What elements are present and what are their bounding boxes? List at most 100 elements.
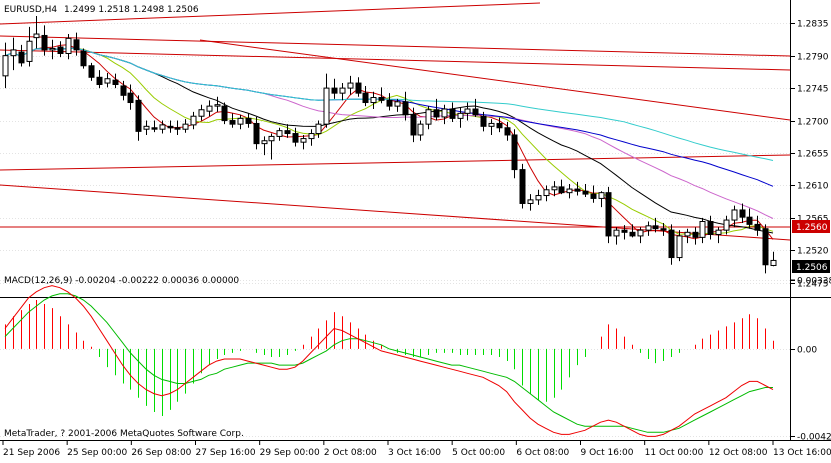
- candle-bull: [159, 124, 166, 130]
- candle-bull: [268, 135, 275, 142]
- candle-bear: [605, 192, 612, 237]
- candle-bear: [402, 101, 409, 116]
- macd-axis-label: -0.00428: [797, 433, 831, 443]
- trendline-diagonal[interactable]: [199, 39, 791, 121]
- candle-bear: [746, 216, 753, 225]
- candle-bull: [543, 189, 550, 197]
- candle-bull: [676, 235, 683, 259]
- macd-axis-label: 0.00338: [797, 277, 831, 287]
- candle-bull: [276, 130, 283, 137]
- candle-bull: [464, 108, 471, 114]
- time-axis-label: 9 Oct 16:00: [581, 448, 634, 458]
- candle-bear: [57, 46, 64, 54]
- candle-bear: [174, 127, 181, 130]
- candle-bull: [613, 229, 620, 237]
- candle-bull: [699, 221, 706, 238]
- candle-bull: [206, 105, 213, 112]
- macd-histogram: [5, 299, 774, 417]
- candle-bear: [660, 228, 667, 231]
- macd-lines: [4, 285, 774, 437]
- price-axis-label: 1.2520: [797, 247, 829, 257]
- candle-bull: [731, 209, 738, 221]
- candle-bear: [135, 99, 142, 132]
- time-axis-label: 21 Sep 2006: [3, 448, 60, 458]
- candle-bull: [488, 122, 495, 127]
- candle-bear: [73, 39, 80, 51]
- trendline-upper-2[interactable]: [0, 49, 791, 71]
- price-axis-label: 1.2565: [797, 215, 829, 225]
- candle-bear: [762, 228, 769, 266]
- candle-bull: [26, 40, 33, 62]
- time-axis-label: 3 Oct 16:00: [388, 448, 441, 458]
- candle-bear: [519, 169, 526, 204]
- candle-bull: [315, 123, 322, 135]
- candle-bear: [127, 92, 134, 104]
- candle-bear: [621, 229, 628, 233]
- candle-bear: [284, 130, 291, 135]
- time-axis-label: 26 Sep 08:00: [131, 448, 191, 458]
- candle-bear: [229, 120, 236, 125]
- candle-bull: [527, 199, 534, 204]
- trendline-upper-1[interactable]: [0, 35, 791, 57]
- macd-main-line: [4, 285, 774, 437]
- candle-bear: [410, 114, 417, 136]
- candle-bull: [237, 117, 244, 125]
- price-axis-label: 1.2655: [797, 150, 829, 160]
- candle-bull: [457, 112, 464, 119]
- candle-bull: [347, 82, 354, 89]
- candle-bull: [2, 55, 9, 77]
- candle-bear: [574, 188, 581, 192]
- candle-bull: [49, 47, 56, 51]
- time-axis-label: 11 Oct 00:00: [645, 448, 704, 458]
- time-axis-label: 12 Oct 08:00: [709, 448, 768, 458]
- candle-bear: [120, 85, 127, 96]
- candle-bull: [214, 104, 221, 107]
- candle-bull: [535, 195, 542, 201]
- candle-bull: [182, 123, 189, 130]
- candle-bull: [598, 192, 605, 199]
- macd-label: MACD(12,26,9) -0.00204 -0.00222 0.00036 …: [4, 276, 239, 286]
- candle-bear: [590, 193, 597, 199]
- trendline-top[interactable]: [0, 2, 541, 25]
- candle-bear: [221, 105, 228, 122]
- candle-bear: [355, 82, 362, 94]
- symbol-header: EURUSD,H4: [4, 5, 57, 15]
- macd-axis-label: 0.00: [797, 346, 817, 356]
- candle-bear: [88, 65, 95, 78]
- candle-bull: [637, 229, 644, 237]
- time-axis-label: 5 Oct 00:00: [452, 448, 505, 458]
- time-axis-label: 13 Oct 16:00: [773, 448, 831, 458]
- candle-bear: [739, 209, 746, 218]
- candle-bear: [167, 125, 174, 129]
- candle-bull: [104, 78, 111, 84]
- candle-bull: [143, 125, 150, 130]
- trendline-mid[interactable]: [0, 154, 791, 171]
- level-marker-text: 1.2560: [796, 223, 828, 233]
- candle-bear: [511, 134, 518, 171]
- copyright-text: MetaTrader, ? 2001-2006 MetaQuotes Softw…: [4, 429, 244, 439]
- candle-bear: [253, 122, 260, 145]
- macd-signal-line: [4, 293, 773, 433]
- candle-bear: [449, 108, 456, 119]
- candle-bull: [394, 101, 401, 107]
- candle-bear: [151, 127, 158, 130]
- candle-bull: [645, 225, 652, 231]
- price-axis-label: 1.2475: [797, 280, 829, 290]
- candle-bear: [480, 115, 487, 127]
- price-axis-label: 1.2700: [797, 118, 829, 128]
- current-price-marker: 1.2506: [792, 260, 830, 273]
- time-axis-label: 25 Sep 00:00: [67, 448, 127, 458]
- candle-bear: [472, 108, 479, 116]
- candle-bear: [582, 190, 589, 195]
- candle-bull: [33, 33, 40, 39]
- candles: [2, 16, 777, 274]
- candle-bull: [10, 49, 17, 57]
- candle-bull: [441, 108, 448, 118]
- candle-bull: [198, 109, 205, 117]
- candle-bear: [692, 231, 699, 238]
- candle-bull: [300, 138, 307, 143]
- ohlc-header: 1.2499 1.2518 1.2498 1.2506: [64, 5, 199, 15]
- candle-bear: [707, 221, 714, 235]
- candle-bull: [323, 87, 330, 125]
